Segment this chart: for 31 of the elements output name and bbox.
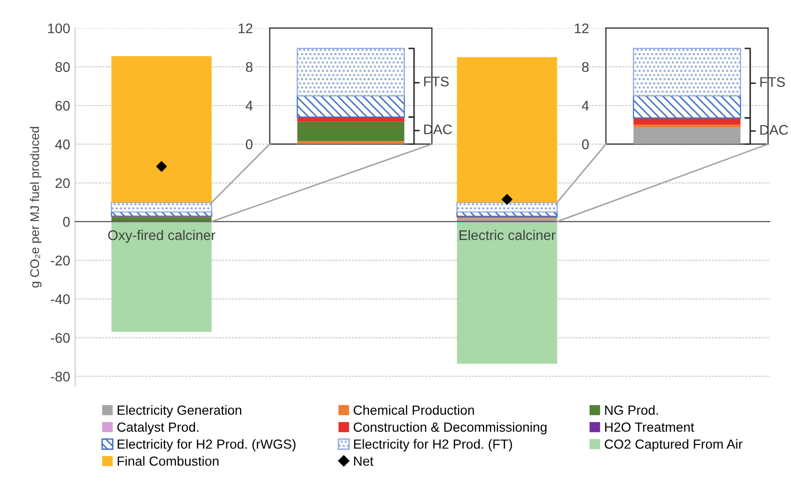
legend-label: Net [354, 456, 374, 466]
y-tick-label: 12 [574, 23, 589, 34]
x-tick-label: Electric calciner [460, 230, 556, 240]
y-tick-label: 12 [238, 23, 252, 34]
y-tick-label: 0 [63, 216, 70, 227]
legend-label: CO2 Captured From Air [604, 439, 742, 452]
y-tick-label: -80 [50, 372, 70, 382]
y-tick-label: 8 [246, 62, 252, 72]
y-tick-label: -20 [50, 256, 70, 266]
y-axis-title: g CO₂e per MJ fuel produced [30, 126, 42, 288]
legend-label: NG Prod. [605, 405, 658, 415]
legend-label: Catalyst Prod. [117, 422, 198, 434]
legend-label: Chemical Production [354, 405, 474, 415]
y-tick-label: -40 [50, 294, 70, 304]
legend-label: Construction & Decommissioning [354, 422, 546, 434]
legend-label: Electricity for H2 Prod. (FT) [354, 439, 512, 452]
y-tick-label: 20 [56, 178, 70, 188]
y-tick-label: 80 [55, 62, 70, 72]
legend-label: H2O Treatment [605, 422, 694, 432]
y-tick-label: 100 [48, 23, 70, 34]
y-tick-label: 8 [582, 62, 589, 72]
legend-label: Final Combustion [118, 456, 218, 466]
y-tick-label: 0 [246, 139, 253, 150]
y-tick-label: -60 [50, 333, 70, 343]
y-tick-label: 60 [56, 100, 70, 111]
y-tick-label: 4 [582, 100, 589, 110]
legend-label: Electricity Generation [118, 405, 242, 418]
y-tick-label: 4 [246, 100, 253, 110]
y-tick-label: 0 [582, 139, 589, 150]
y-tick-label: 40 [55, 140, 70, 150]
legend-label: Electricity for H2 Prod. (rWGS) [118, 439, 296, 452]
